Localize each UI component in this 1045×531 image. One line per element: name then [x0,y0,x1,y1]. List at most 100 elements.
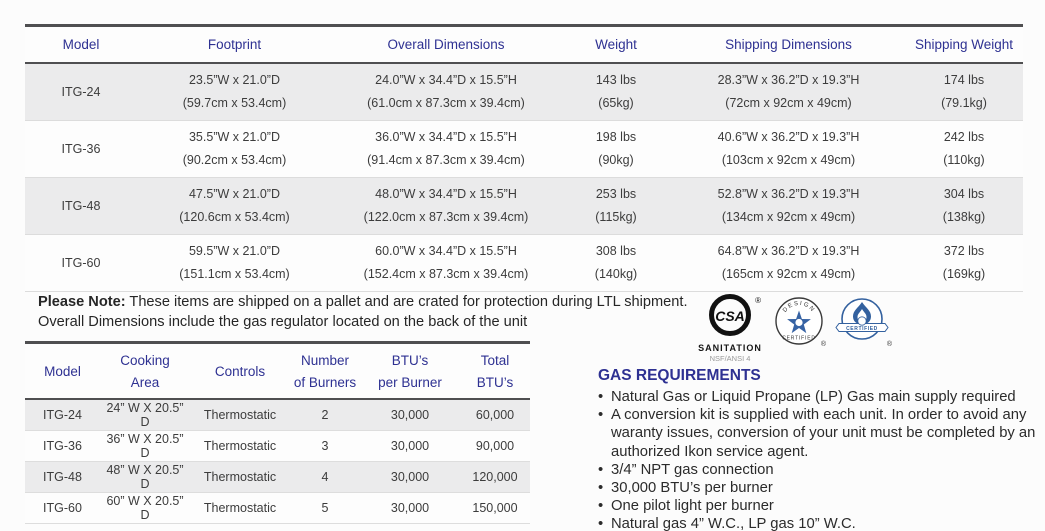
footprint-metric: (59.7cm x 53.4cm) [182,96,287,111]
column-header-total-btus: Total BTU’s [460,341,530,400]
burner-row-itg-48: ITG-48 48” W X 20.5” D Thermostatic 4 30… [25,461,530,493]
ship-dim-metric: (72cm x 92cm x 49cm) [725,96,852,111]
burners-cell: 5 [321,501,329,515]
overall-dimensions-cell: 60.0”W x 34.4”D x 15.5”H (152.4cm x 87.3… [332,234,560,291]
design-certified-icon: DESIGN CERTIFIED [775,297,823,345]
ship-wt-kg: (138kg) [942,210,986,224]
weight-kg: (140kg) [594,267,638,281]
footprint-metric: (90.2cm x 53.4cm) [182,153,287,167]
csa-standard-label: NSF/ANSI 4 [709,354,751,363]
column-header-shipping-weight: Shipping Weight [905,24,1023,64]
ship-dim-imperial: 64.8”W x 36.2”D x 19.3”H [717,244,860,258]
model-cell: ITG-24 [43,408,82,422]
footprint-imperial: 47.5”W x 21.0”D [188,187,280,201]
ship-wt-kg: (169kg) [942,267,986,281]
ship-wt-lbs: 304 lbs [943,187,985,201]
controls-cell: Thermostatic [203,439,277,453]
weight-cell: 143 lbs (65kg) [560,63,672,120]
weight-kg: (90kg) [598,153,634,167]
ship-dim-imperial: 28.3”W x 36.2”D x 19.3”H [717,73,860,88]
column-header-number-of-burners: Number of Burners [290,341,360,400]
model-cell: ITG-60 [43,501,82,515]
total-btu-cell: 150,000 [472,501,518,515]
footprint-cell: 23.5”W x 21.0”D (59.7cm x 53.4cm) [137,63,332,120]
column-header-shipping-dimensions: Shipping Dimensions [672,24,905,64]
burners-cell: 3 [321,439,329,453]
gas-requirements-section: GAS REQUIREMENTS Natural Gas or Liquid P… [598,367,1045,531]
spec-row-itg-36: ITG-36 35.5”W x 21.0”D (90.2cm x 53.4cm)… [25,120,1023,177]
model-cell: ITG-36 [61,141,101,156]
svg-text:CERTIFIED: CERTIFIED [782,336,816,342]
cooking-area-cell: 60” W X 20.5” D [106,494,184,522]
ship-wt-lbs: 372 lbs [943,244,985,258]
list-item: 30,000 BTU’s per burner [598,479,1045,497]
spec-row-itg-48: ITG-48 47.5”W x 21.0”D (120.6cm x 53.4cm… [25,177,1023,234]
footprint-imperial: 35.5”W x 21.0”D [188,130,280,144]
cooking-area-cell: 36” W X 20.5” D [106,432,184,460]
ship-wt-lbs: 242 lbs [943,130,985,144]
total-btu-cell: 60,000 [475,408,515,422]
note-text: These items are shipped on a pallet and … [125,294,688,310]
weight-cell: 253 lbs (115kg) [560,177,672,234]
column-header-cooking-area: Cooking Area [100,341,190,400]
burners-cell: 4 [321,470,329,484]
burner-row-itg-24: ITG-24 24” W X 20.5” D Thermostatic 2 30… [25,399,530,431]
column-header-model: Model [25,24,137,64]
shipping-dimensions-cell: 28.3”W x 36.2”D x 19.3”H (72cm x 92cm x … [672,63,905,120]
weight-lbs: 253 lbs [595,187,637,201]
note-text-line2: Overall Dimensions include the gas regul… [38,314,528,330]
footprint-metric: (151.1cm x 53.4cm) [179,267,290,281]
column-header-overall-dimensions: Overall Dimensions [332,24,560,64]
spec-row-itg-60: ITG-60 59.5”W x 21.0”D (151.1cm x 53.4cm… [25,234,1023,291]
weight-lbs: 198 lbs [595,130,637,144]
total-btu-cell: 120,000 [472,470,518,484]
shipping-weight-cell: 242 lbs (110kg) [905,120,1023,177]
footprint-cell: 47.5”W x 21.0”D (120.6cm x 53.4cm) [137,177,332,234]
csa-mark-icon: CSA ® [708,293,761,342]
ship-dim-imperial: 52.8”W x 36.2”D x 19.3”H [717,187,860,201]
ship-wt-kg: (110kg) [943,153,985,167]
flame-certified-logo: CERTIFIED ® [833,296,893,348]
shipping-spec-table: Model Footprint Overall Dimensions Weigh… [25,24,1023,292]
total-btu-cell: 90,000 [475,439,515,453]
ship-wt-kg: (79.1kg) [941,96,987,111]
csa-sanitation-logo: CSA ® SANITATION NSF/ANSI 4 [696,293,764,363]
gas-requirements-list: Natural Gas or Liquid Propane (LP) Gas m… [598,388,1045,531]
weight-cell: 308 lbs (140kg) [560,234,672,291]
controls-cell: Thermostatic [203,470,277,484]
list-item: A conversion kit is supplied with each u… [598,406,1045,461]
burners-cell: 2 [321,408,329,422]
btu-per-burner-cell: 30,000 [390,408,430,422]
footprint-imperial: 23.5”W x 21.0”D [188,73,280,88]
ship-dim-imperial: 40.6”W x 36.2”D x 19.3”H [717,130,860,144]
shipping-dimensions-cell: 40.6”W x 36.2”D x 19.3”H (103cm x 92cm x… [672,120,905,177]
design-certified-logo: DESIGN CERTIFIED ® [771,296,827,348]
list-item: Natural Gas or Liquid Propane (LP) Gas m… [598,388,1045,406]
weight-cell: 198 lbs (90kg) [560,120,672,177]
model-cell: ITG-48 [43,470,82,484]
csa-sanitation-label: SANITATION [698,343,762,353]
svg-text:CERTIFIED: CERTIFIED [846,326,878,332]
list-item: 3/4” NPT gas connection [598,461,1045,479]
column-header-footprint: Footprint [137,24,332,64]
ship-dim-metric: (165cm x 92cm x 49cm) [721,267,856,281]
overall-metric: (91.4cm x 87.3cm x 39.4cm) [367,153,525,167]
weight-kg: (115kg) [595,210,637,224]
burner-row-itg-36: ITG-36 36” W X 20.5” D Thermostatic 3 30… [25,430,530,462]
btu-per-burner-cell: 30,000 [390,501,430,515]
overall-dimensions-cell: 48.0”W x 34.4”D x 15.5”H (122.0cm x 87.3… [332,177,560,234]
registered-mark: ® [755,296,761,305]
overall-dimensions-cell: 24.0”W x 34.4”D x 15.5”H (61.0cm x 87.3c… [332,63,560,120]
btu-per-burner-cell: 30,000 [390,470,430,484]
overall-imperial: 60.0”W x 34.4”D x 15.5”H [375,244,517,258]
overall-imperial: 36.0”W x 34.4”D x 15.5”H [375,130,517,144]
shipping-note: Please Note: These items are shipped on … [38,292,693,332]
spec-row-itg-24: ITG-24 23.5”W x 21.0”D (59.7cm x 53.4cm)… [25,63,1023,120]
footprint-cell: 59.5”W x 21.0”D (151.1cm x 53.4cm) [137,234,332,291]
model-cell: ITG-24 [61,84,101,99]
ship-dim-metric: (103cm x 92cm x 49cm) [721,153,856,167]
list-item: One pilot light per burner [598,497,1045,515]
burner-header-row: Model Cooking Area Controls Number of Burn… [25,341,530,400]
overall-metric: (152.4cm x 87.3cm x 39.4cm) [363,267,529,281]
